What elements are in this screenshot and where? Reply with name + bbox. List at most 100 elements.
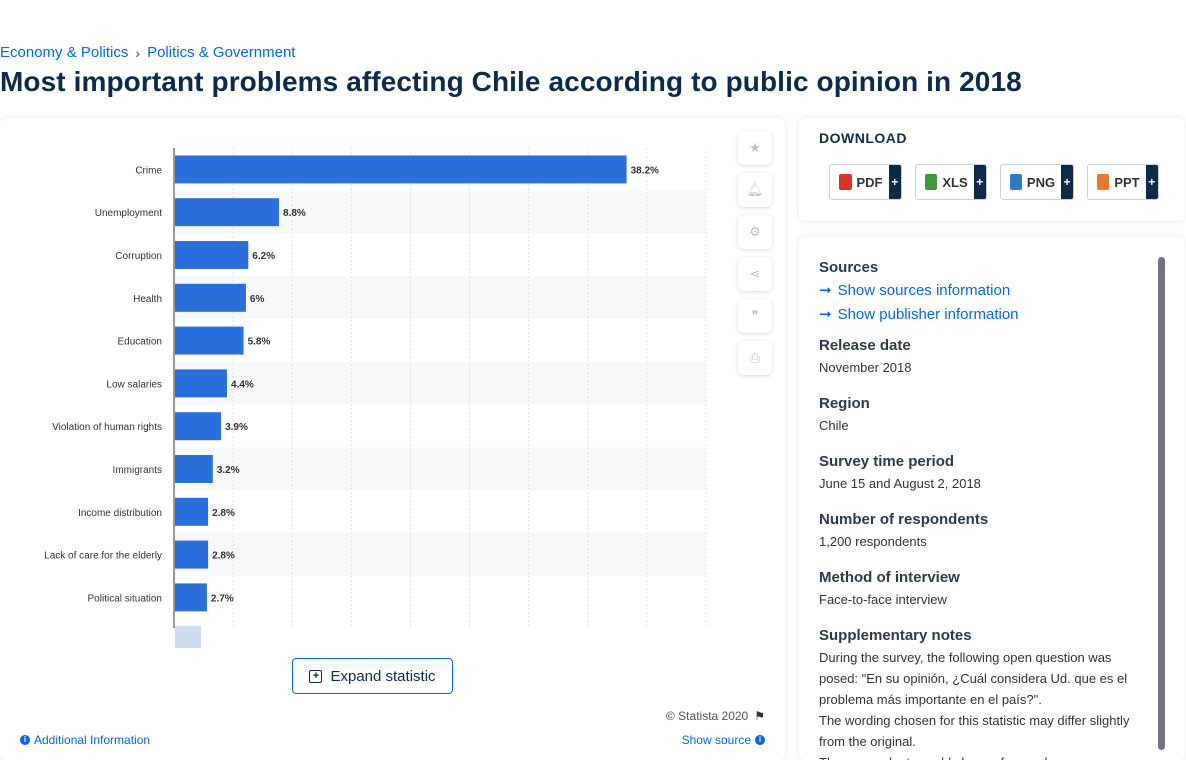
data-label: 3.2% [217,465,240,476]
survey-period-heading: Survey time period [819,453,955,470]
bar-crime [175,155,627,184]
category-label: Lack of care for the elderly [44,551,162,562]
interview-method-heading: Method of interview [819,569,960,586]
row-stripe [174,276,706,320]
share-icon[interactable]: ⋖ [738,257,772,291]
flag-icon[interactable]: ⚑ [754,709,765,723]
data-label: 3.9% [225,422,248,433]
supplementary-notes-wording: The wording chosen for this statistic ma… [819,713,1130,749]
release-date-heading: Release date [819,337,911,354]
chart-card: 38.2% Crime 8.8% Unemployment 6.2% Corruption… [0,118,785,760]
copyright: © Statista 2020 ⚑ [666,709,765,723]
category-label: Education [118,337,162,348]
bar-health [175,283,246,312]
data-label: 4.4% [231,379,254,390]
details-card: Sources ➞ Show sources information ➞ Sho… [799,237,1185,760]
additional-information-link[interactable]: i Additional Information [20,733,150,747]
bar-chart: 38.2% Crime 8.8% Unemployment 6.2% Corruption… [44,148,707,648]
download-pdf-label: PDF [856,174,883,190]
download-card: DOWNLOAD PDF + XLS + PNG + PPT + [799,118,1185,221]
show-publisher-label: Show publisher information [837,306,1019,323]
show-source-label: Show source [681,733,751,747]
pdf-file-icon [839,174,852,190]
breadcrumb-separator: › [135,44,141,61]
category-label: Crime [135,165,162,176]
sources-heading: Sources [819,259,879,276]
chart-tools: ★ 🔔︎ ⚙︎ ⋖ ❞ ⎙ [738,131,772,383]
data-label: 5.8% [248,337,271,348]
download-xls-button[interactable]: XLS + [915,164,987,200]
data-label: 38.2% [631,165,659,176]
download-title: DOWNLOAD [819,130,907,146]
data-label: 2.7% [211,593,234,604]
download-pdf-button[interactable]: PDF + [829,164,902,200]
bar-political-situation [175,583,207,612]
bar-immigrants [175,455,213,483]
data-label: 2.8% [212,551,235,562]
expand-statistic-button[interactable]: + Expand statistic [292,658,453,694]
supplementary-notes-heading: Supplementary notes [819,627,972,644]
interview-method-value: Face-to-face interview [819,592,947,607]
plus-icon: + [973,165,986,199]
category-label: Health [133,294,162,305]
expand-plus-icon: + [309,669,323,683]
bar-lack-of-care-for-the-elderly [175,540,209,569]
source-info-icon: i [755,735,765,745]
xls-file-icon [925,174,938,190]
png-file-icon [1010,174,1022,190]
show-sources-link[interactable]: ➞ Show sources information [819,279,1149,303]
expand-statistic-label: Expand statistic [330,667,436,685]
row-stripe [174,447,706,491]
bar-corruption [175,241,249,269]
breadcrumb-economy-politics[interactable]: Economy & Politics [0,44,129,61]
region-value: Chile [819,418,849,433]
show-sources-label: Show sources information [837,282,1011,299]
bar-low-salaries [175,369,228,398]
info-icon: i [20,735,30,745]
category-label: Violation of human rights [52,422,162,433]
supplementary-notes-choice: The respondents could choose from only o… [819,752,1149,760]
category-label: Unemployment [95,208,162,219]
quote-icon[interactable]: ❞ [738,299,772,333]
bar-violation-of-human-rights [175,412,222,441]
settings-gear-icon[interactable]: ⚙︎ [738,215,772,249]
download-png-button[interactable]: PNG + [1000,164,1074,200]
notification-bell-icon[interactable]: 🔔︎ [738,173,772,207]
breadcrumb: Economy & Politics › Politics & Governme… [0,44,295,61]
breadcrumb-politics-government[interactable]: Politics & Government [147,44,296,61]
row-stripe [174,362,706,405]
supplementary-notes-value: During the survey, the following open qu… [819,650,1128,707]
download-buttons: PDF + XLS + PNG + PPT + [829,164,1159,200]
bar-unemployment [175,198,280,227]
data-label: 6% [250,294,265,305]
release-date-value: November 2018 [819,360,912,375]
details-scrollbar[interactable] [1158,257,1165,750]
plus-icon: + [1061,165,1073,199]
region-heading: Region [819,395,870,412]
additional-information-label: Additional Information [34,733,151,747]
copyright-text: © Statista 2020 [666,709,749,723]
download-png-label: PNG [1026,174,1056,190]
plus-icon: + [888,165,901,199]
bar-education [175,326,244,355]
arrow-right-icon: ➞ [819,306,832,323]
show-publisher-link[interactable]: ➞ Show publisher information [819,303,1149,327]
download-xls-label: XLS [942,174,968,190]
download-ppt-button[interactable]: PPT + [1087,164,1159,200]
category-label: Corruption [115,251,162,262]
respondents-value: 1,200 respondents [819,534,927,549]
category-label: Low salaries [106,379,162,390]
data-label: 2.8% [212,508,235,519]
favorite-star-icon[interactable]: ★ [738,131,772,165]
bar-income-distribution [175,497,209,526]
show-source-link[interactable]: Show source i [682,733,765,747]
page-title: Most important problems affecting Chile … [0,66,1022,97]
category-label: Political situation [88,593,162,604]
category-label: Immigrants [113,465,162,476]
survey-period-value: June 15 and August 2, 2018 [819,476,981,491]
plus-icon: + [1145,165,1158,199]
print-icon[interactable]: ⎙ [738,341,772,375]
respondents-heading: Number of respondents [819,511,989,528]
download-ppt-label: PPT [1114,174,1140,190]
data-label: 8.8% [283,208,306,219]
